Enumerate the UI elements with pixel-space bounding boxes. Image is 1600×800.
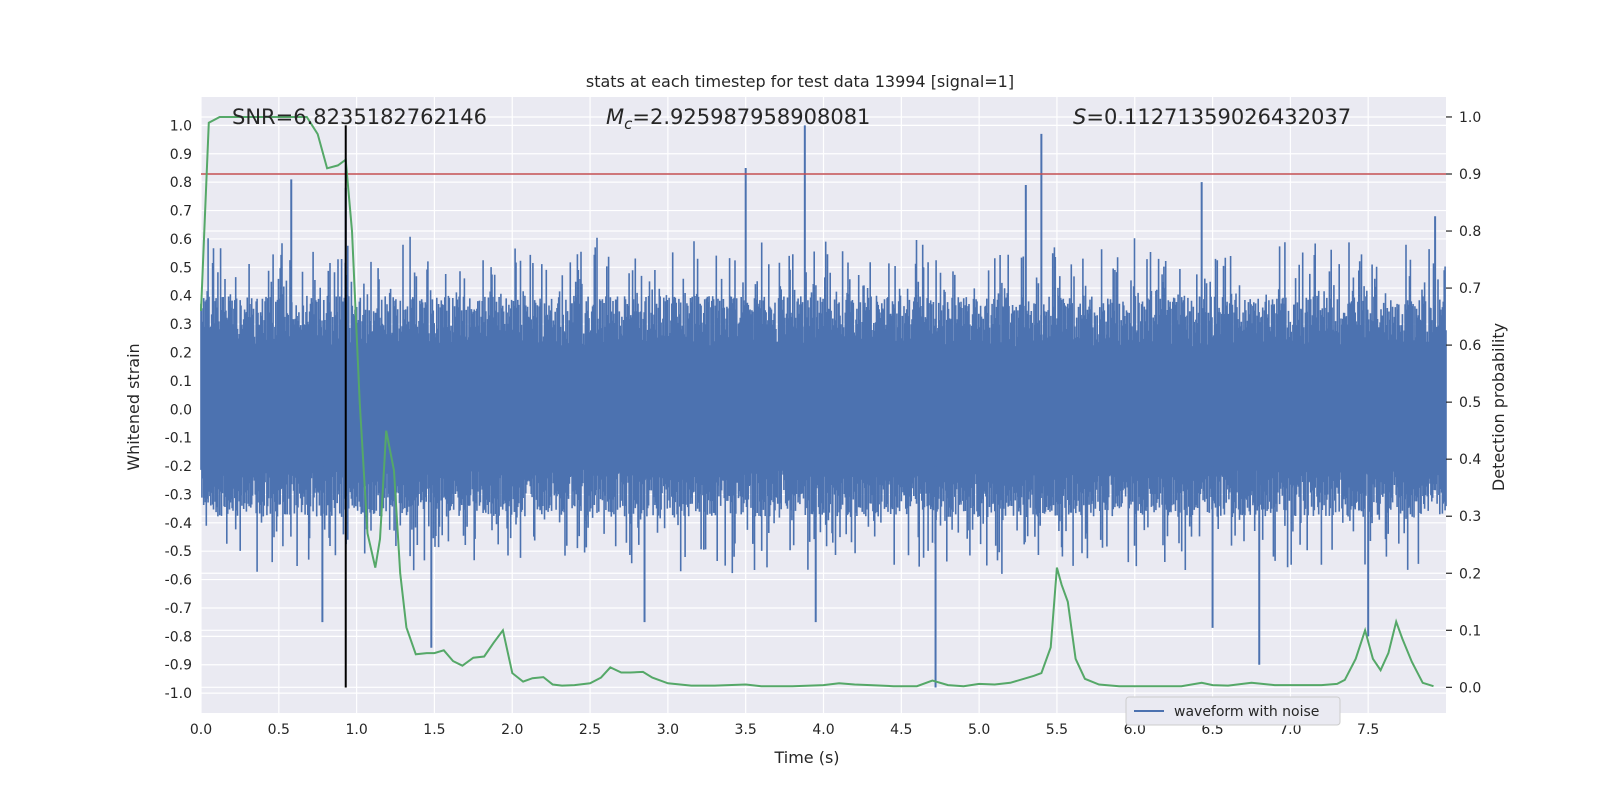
right-tick-label: 0.8 [1459, 224, 1481, 240]
x-tick-label: 1.5 [423, 722, 445, 738]
left-tick-label: -0.4 [165, 516, 192, 532]
s-symbol: S [1073, 105, 1086, 129]
mc-symbol: M [606, 105, 624, 129]
right-tick-label: 0.5 [1459, 395, 1481, 411]
x-tick-label: 2.5 [579, 722, 601, 738]
right-tick-label: 0.1 [1459, 623, 1481, 639]
left-tick-label: 0.3 [170, 317, 192, 333]
snr-annotation: SNR=6.8235182762146 [232, 105, 487, 129]
left-tick-label: -0.8 [165, 629, 192, 645]
x-tick-label: 5.0 [968, 722, 990, 738]
x-tick-label: 4.0 [812, 722, 834, 738]
left-tick-label: 0.4 [170, 289, 192, 305]
x-tick-label: 0.5 [268, 722, 290, 738]
right-axis-label: Detection probability [1489, 323, 1508, 491]
right-tick-label: 0.4 [1459, 452, 1481, 468]
left-axis-ticks: -1.0 -0.9 -0.8 -0.7 -0.6 -0.5 -0.4 -0.3 -0.2 -0.1… [165, 118, 192, 702]
mc-subscript: c [624, 115, 633, 133]
right-tick-label: 0.0 [1459, 680, 1481, 696]
right-tick-label: 0.3 [1459, 509, 1481, 525]
left-tick-label: -0.6 [165, 573, 192, 589]
s-value: =0.11271359026432037 [1086, 105, 1351, 129]
right-tick-label: 0.6 [1459, 338, 1481, 354]
left-axis-label: Whitened strain [124, 343, 143, 470]
mc-value: =2.925987958908081 [632, 105, 870, 129]
legend: waveform with noise [1125, 696, 1341, 726]
left-tick-label: 0.8 [170, 175, 192, 191]
left-tick-label: -0.1 [165, 431, 192, 447]
left-tick-label: 0.5 [170, 260, 192, 276]
left-tick-label: -0.3 [165, 487, 192, 503]
left-tick-label: 0.1 [170, 374, 192, 390]
mc-annotation: Mc=2.925987958908081 [606, 105, 870, 133]
left-tick-label: -0.5 [165, 544, 192, 560]
x-tick-label: 3.5 [735, 722, 757, 738]
probability-series [200, 116, 1434, 688]
waveform-series [200, 125, 1447, 688]
s-annotation: S=0.11271359026432037 [1073, 105, 1351, 129]
x-tick-label: 3.0 [657, 722, 679, 738]
left-tick-label: 0.0 [170, 402, 192, 418]
right-axis-ticks: 0.0 0.1 0.2 0.3 0.4 0.5 0.6 0.7 0.8 0.9 1.0 [1446, 110, 1481, 696]
x-tick-label: 0.0 [190, 722, 212, 738]
legend-box [1125, 696, 1341, 726]
probability-line [200, 116, 1434, 688]
left-tick-label: -0.9 [165, 658, 192, 674]
left-tick-label: 0.2 [170, 345, 192, 361]
left-tick-label: -0.2 [165, 459, 192, 475]
right-tick-label: 0.9 [1459, 167, 1481, 183]
left-tick-label: 1.0 [170, 118, 192, 134]
right-tick-label: 0.7 [1459, 281, 1481, 297]
chart-title: stats at each timestep for test data 139… [586, 72, 1014, 91]
left-tick-label: -1.0 [165, 686, 192, 702]
x-tick-label: 6.5 [1201, 722, 1223, 738]
legend-entry-waveform: waveform with noise [1174, 704, 1319, 720]
left-tick-label: -0.7 [165, 601, 192, 617]
right-tick-label: 1.0 [1459, 110, 1481, 126]
x-tick-label: 6.0 [1124, 722, 1146, 738]
x-tick-label: 5.5 [1046, 722, 1068, 738]
x-tick-label: 7.5 [1357, 722, 1379, 738]
left-tick-label: 0.6 [170, 232, 192, 248]
x-tick-label: 2.0 [501, 722, 523, 738]
left-tick-label: 0.9 [170, 147, 192, 163]
x-tick-label: 4.5 [890, 722, 912, 738]
x-tick-label: 1.0 [345, 722, 367, 738]
x-tick-label: 7.0 [1279, 722, 1301, 738]
x-axis-label: Time (s) [773, 748, 839, 767]
x-axis-ticks: 0.0 0.5 1.0 1.5 2.0 2.5 3.0 3.5 4.0 4.5 5.0 5.5 6.0 6… [190, 722, 1379, 738]
left-tick-label: 0.7 [170, 204, 192, 220]
right-tick-label: 0.2 [1459, 566, 1481, 582]
waveform-core [201, 352, 1446, 467]
